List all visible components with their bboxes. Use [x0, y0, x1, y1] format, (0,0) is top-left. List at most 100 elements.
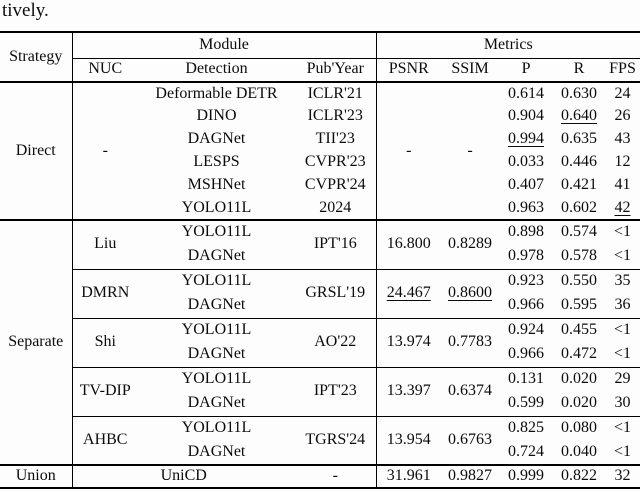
cell-nuc-none: -: [71, 82, 138, 221]
table-row: DAGNet 0.599 0.020 30: [0, 391, 640, 417]
cell-pub-year: GRSL'19: [295, 269, 377, 319]
col-header-p: P: [499, 58, 554, 83]
cell-detection: YOLO11L: [181, 419, 252, 437]
table-row: DAGNet 0.966 0.472 <1: [0, 342, 640, 368]
cell-r: 0.595: [553, 293, 606, 319]
cell-pub-year: AO'22: [295, 318, 377, 368]
cell-detection: LESPS: [193, 153, 240, 171]
col-header-ssim: SSIM: [441, 58, 500, 83]
cell-strategy-direct: Direct: [0, 82, 72, 221]
table-row: TV-DIP YOLO11L IPT'23 13.397 0.6374 0.13…: [0, 367, 640, 417]
cell-p: 0.904: [508, 107, 545, 125]
cell-nuc: Shi: [71, 318, 138, 368]
col-header-strategy: Strategy: [0, 31, 72, 83]
cell-psnr: 13.954: [375, 416, 442, 466]
cell-r-best: 0.822: [553, 465, 606, 489]
table-row: Direct - Deformable DETR ICLR'21 - - 0.6…: [0, 82, 640, 221]
col-header-pub-year: Pub'Year: [295, 58, 377, 83]
cell-detection: Deformable DETR: [155, 84, 278, 102]
cell-detection: DAGNet: [138, 293, 295, 319]
cell-p: 0.963: [499, 197, 554, 221]
cell-fps: 41: [614, 176, 631, 194]
cell-r: 0.550: [561, 272, 598, 290]
cell-ssim: 0.8289: [441, 220, 500, 270]
cell-r: 0.446: [561, 153, 598, 171]
cell-p: 0.724: [499, 440, 554, 466]
table-row: MSHNet CVPR'24 0.407 0.421 41: [0, 174, 640, 197]
cell-ssim-none: -: [441, 82, 500, 221]
table-row: DAGNet TII'23 0.994 0.635 43: [0, 128, 640, 151]
cell-nuc: TV-DIP: [71, 367, 138, 417]
cell-r: 0.040: [553, 440, 606, 466]
cell-p: 0.898: [508, 223, 545, 241]
cell-p: 0.407: [508, 176, 545, 194]
cell-psnr: 13.974: [375, 318, 442, 368]
table-row: Union UniCD - 31.961 0.9827 0.999 0.822 …: [0, 465, 640, 489]
cell-fps: <1: [605, 342, 640, 368]
cell-detection: DINO: [196, 107, 237, 125]
table-row: Shi YOLO11L AO'22 13.974 0.7783 0.924 0.…: [0, 318, 640, 368]
col-group-metrics: Metrics: [375, 31, 640, 59]
cell-detection: YOLO11L: [181, 272, 252, 290]
table-row: DMRN YOLO11L GRSL'19 24.467 0.8600 0.923…: [0, 269, 640, 319]
cell-p: 0.131: [508, 370, 545, 388]
cell-strategy-separate: Separate: [0, 220, 72, 466]
cell-pub-year: -: [295, 465, 377, 489]
cell-p: 0.978: [499, 244, 554, 270]
cell-nuc: DMRN: [71, 269, 138, 319]
cell-fps: <1: [605, 440, 640, 466]
col-header-detection: Detection: [138, 58, 295, 83]
cell-detection: DAGNet: [138, 342, 295, 368]
col-header-r: R: [553, 58, 606, 83]
cell-ssim: 0.6763: [441, 416, 500, 466]
cell-r: 0.635: [561, 130, 598, 148]
cell-p-second-best: 0.994: [508, 130, 545, 148]
col-group-module: Module: [71, 31, 377, 59]
cell-psnr-best: 31.961: [375, 465, 442, 489]
cell-nuc: Liu: [71, 220, 138, 270]
cell-fps: 26: [614, 107, 631, 125]
cell-fps: 12: [614, 153, 631, 171]
cell-fps-best: 43: [614, 130, 631, 148]
cell-psnr-second-best: 24.467: [375, 269, 442, 319]
cell-ssim: 0.6374: [441, 367, 500, 417]
results-table: Strategy Module Metrics NUC Detection Pu…: [0, 31, 640, 489]
cell-pub-year: CVPR'24: [304, 176, 366, 194]
table-row: LESPS CVPR'23 0.033 0.446 12: [0, 151, 640, 174]
cell-pub-year: ICLR'23: [307, 107, 363, 125]
cell-fps-second-best: 42: [605, 197, 640, 221]
cell-psnr-none: -: [375, 82, 442, 221]
cell-p-best: 0.999: [499, 465, 554, 489]
table-row: AHBC YOLO11L TGRS'24 13.954 0.6763 0.825…: [0, 416, 640, 466]
cell-detection: DAGNet: [138, 391, 295, 417]
cell-r: 0.080: [561, 419, 598, 437]
table-row: Separate Liu YOLO11L IPT'16 16.800 0.828…: [0, 220, 640, 466]
cell-pub-year: IPT'23: [295, 367, 377, 417]
cell-p: 0.599: [499, 391, 554, 417]
cell-p: 0.033: [508, 153, 545, 171]
cell-fps: 30: [605, 391, 640, 417]
cell-detection: DAGNet: [138, 440, 295, 466]
cell-psnr: 13.397: [375, 367, 442, 417]
cell-r: 0.020: [561, 370, 598, 388]
cell-fps: <1: [605, 244, 640, 270]
cell-r: 0.020: [553, 391, 606, 417]
table-row: DINO ICLR'23 0.904 0.640 26: [0, 105, 640, 128]
col-header-psnr: PSNR: [375, 58, 442, 83]
col-header-fps: FPS: [605, 58, 640, 83]
cell-ssim-second-best: 0.8600: [441, 269, 500, 319]
header-row-2: NUC Detection Pub'Year PSNR SSIM P R FPS: [0, 58, 640, 83]
cell-psnr: 16.800: [375, 220, 442, 270]
cell-detection: DAGNet: [187, 130, 246, 148]
cell-strategy-union: Union: [0, 465, 72, 489]
cell-fps: <1: [614, 419, 632, 437]
table-row: YOLO11L 2024 0.963 0.602 42: [0, 197, 640, 221]
cell-detection: DAGNet: [138, 244, 295, 270]
cell-r: 0.574: [561, 223, 598, 241]
table-row: DAGNet 0.724 0.040 <1: [0, 440, 640, 466]
cell-p: 0.614: [508, 84, 545, 102]
cell-detection: YOLO11L: [181, 223, 252, 241]
cell-r: 0.455: [561, 321, 598, 339]
cell-fps: 24: [614, 84, 631, 102]
